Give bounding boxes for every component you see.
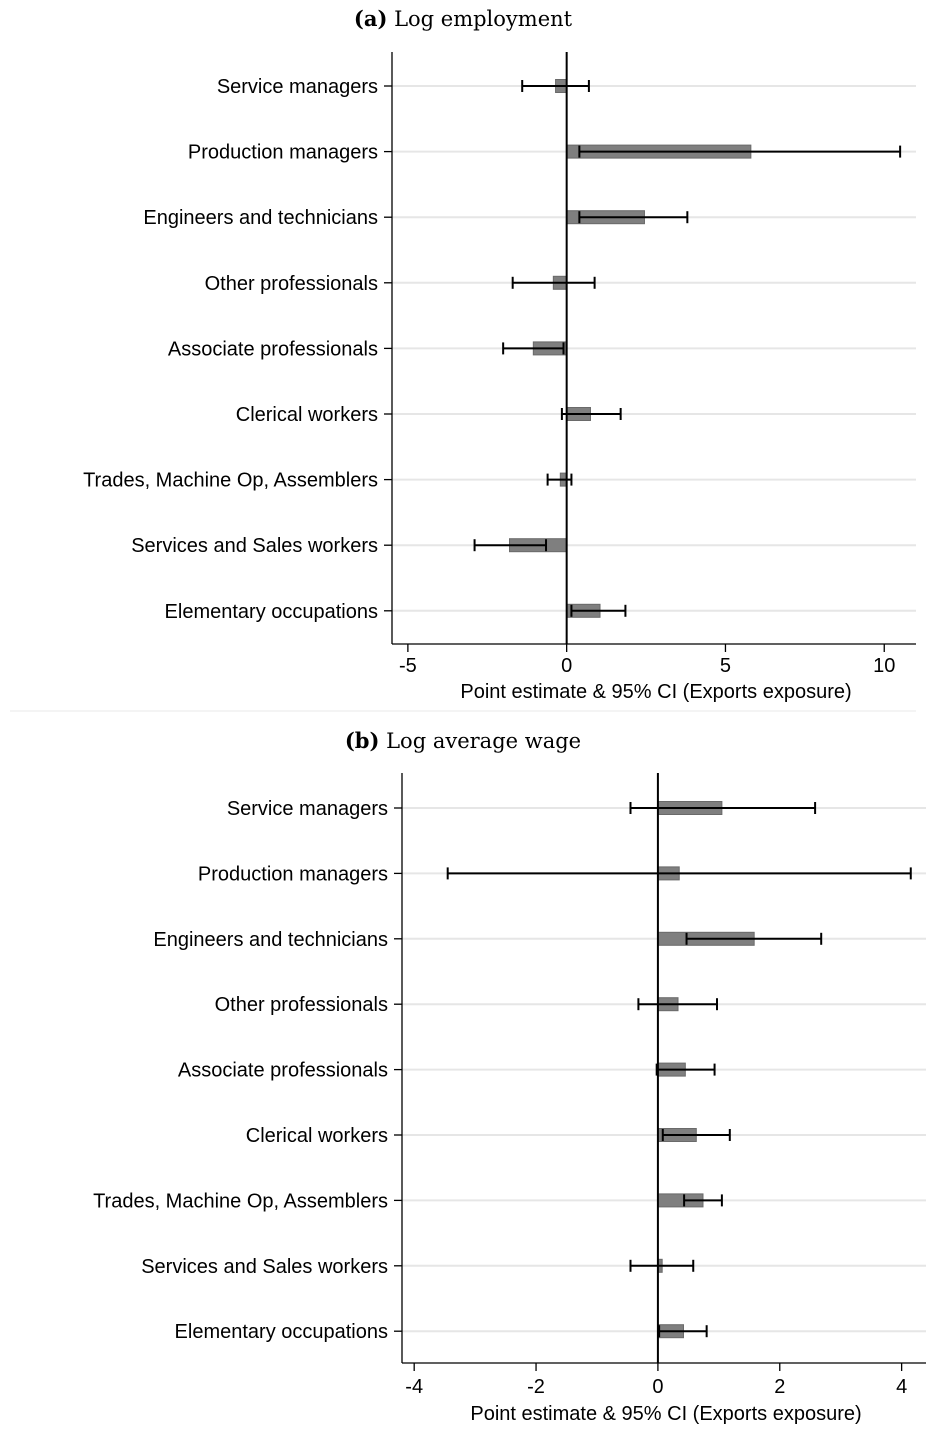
x-axis-title: Point estimate & 95% CI (Exports exposur… — [470, 1403, 861, 1425]
category-label: Services and Sales workers — [141, 1256, 388, 1278]
category-label: Engineers and technicians — [143, 207, 378, 229]
panel-b: (b) Log average wage Service managers Prod… — [93, 728, 926, 1425]
category-label: Elementary occupations — [175, 1321, 388, 1343]
x-tick-label: -4 — [405, 1376, 423, 1398]
category-label: Associate professionals — [168, 338, 378, 360]
x-tick-label: 4 — [896, 1376, 907, 1398]
category-label: Elementary occupations — [165, 601, 378, 623]
category-label: Engineers and technicians — [153, 929, 388, 951]
x-tick-label: -2 — [527, 1376, 545, 1398]
category-label: Other professionals — [205, 273, 378, 295]
category-label: Associate professionals — [178, 1060, 388, 1082]
x-axis-title: Point estimate & 95% CI (Exports exposur… — [460, 681, 851, 703]
panel-title: (a) Log employment — [354, 6, 573, 31]
category-label: Other professionals — [215, 994, 388, 1016]
x-tick-label: 5 — [720, 655, 731, 677]
panel-title: (b) Log average wage — [345, 728, 581, 753]
category-label: Service managers — [227, 798, 388, 820]
x-tick-label: 2 — [774, 1376, 785, 1398]
category-label: Trades, Machine Op, Assemblers — [93, 1190, 388, 1212]
category-label: Clerical workers — [246, 1125, 388, 1147]
category-label: Production managers — [198, 863, 388, 885]
panel-a: (a) Log employment Service managers Produc… — [83, 6, 916, 703]
x-tick-label: 0 — [561, 655, 572, 677]
panel-title-letter: (b) — [345, 728, 380, 753]
category-label: Production managers — [188, 142, 378, 164]
panel-title-text: Log average wage — [379, 729, 581, 753]
category-label: Services and Sales workers — [131, 535, 378, 557]
panel-title-text: Log employment — [387, 7, 572, 31]
category-label: Service managers — [217, 76, 378, 98]
panel-title-letter: (a) — [354, 6, 387, 31]
category-label: Trades, Machine Op, Assemblers — [83, 470, 378, 492]
x-tick-label: 0 — [652, 1376, 663, 1398]
category-label: Clerical workers — [236, 404, 378, 426]
x-tick-label: 10 — [873, 655, 895, 677]
x-tick-label: -5 — [399, 655, 417, 677]
